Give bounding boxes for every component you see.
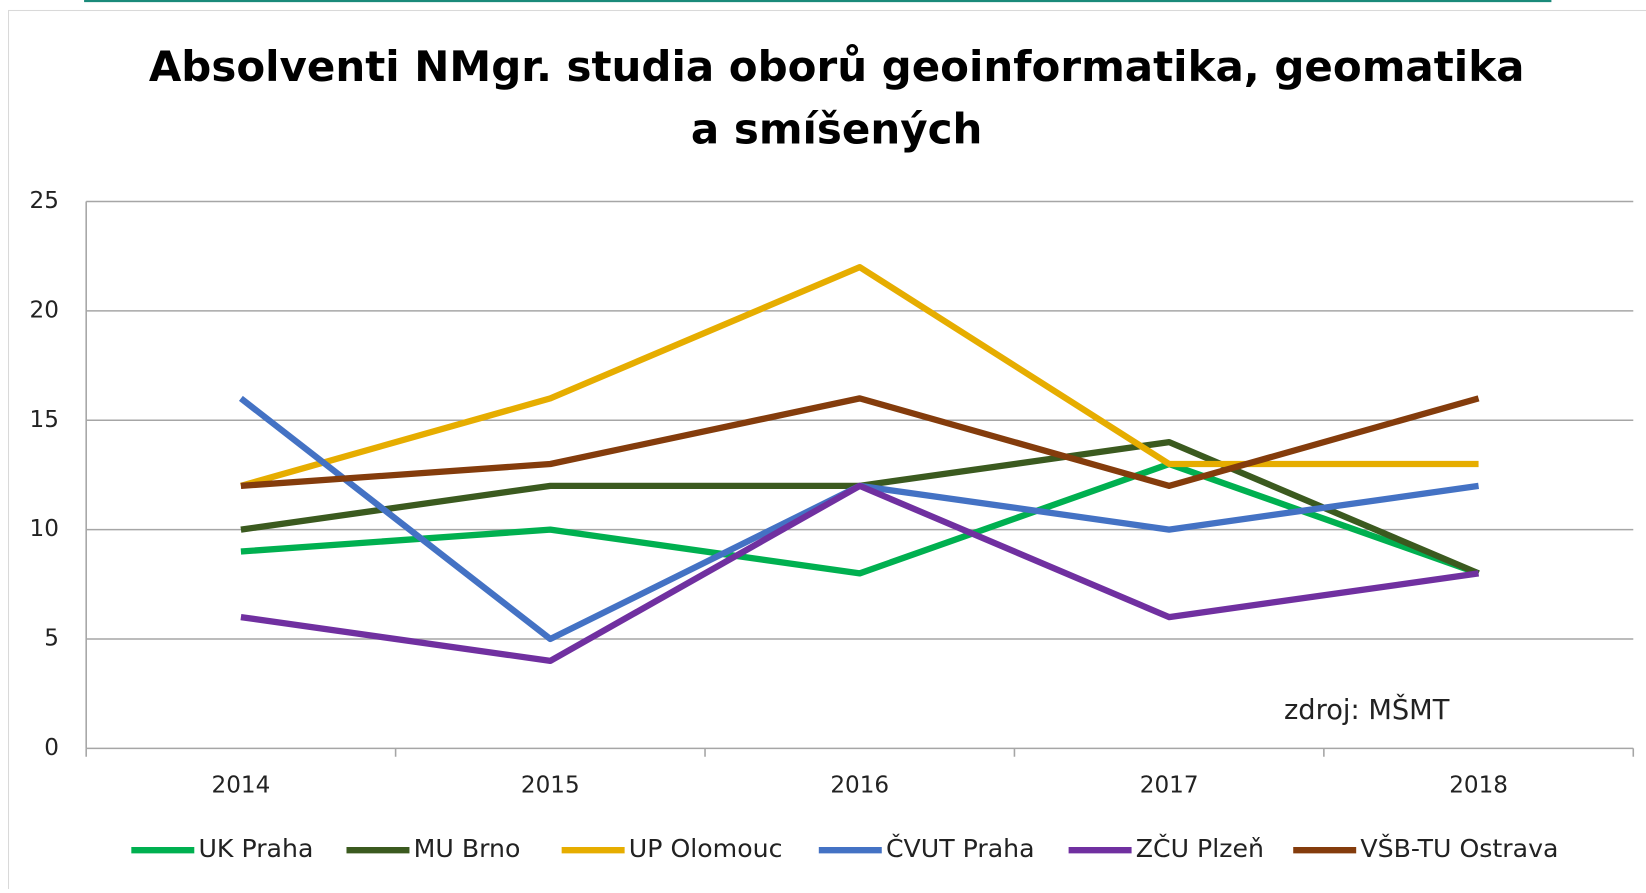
annotation: zdroj: MŠMT — [1284, 693, 1450, 726]
x-tick-label: 2017 — [1140, 773, 1199, 799]
series-line — [240, 460, 1480, 577]
y-tick-label: 15 — [30, 407, 59, 433]
x-tick-label: 2016 — [830, 773, 889, 799]
series-line — [240, 263, 1479, 489]
y-tick-label: 5 — [44, 625, 59, 651]
series-line — [240, 395, 1480, 490]
y-tick-label: 20 — [30, 297, 59, 323]
x-tick-label: 2014 — [212, 773, 271, 799]
chart-title: a smíšených — [691, 105, 982, 154]
legend-label: MU Brno — [414, 834, 521, 863]
series-line — [240, 482, 1480, 665]
chart-frame — [7, 9, 1646, 893]
legend-label: UK Praha — [198, 834, 313, 863]
chart-title: Absolventi NMgr. studia oborů geoinforma… — [149, 42, 1525, 91]
legend-label: ZČU Plzeň — [1136, 833, 1264, 863]
legend-label: UP Olomouc — [629, 834, 783, 863]
x-tick-label: 2018 — [1449, 773, 1508, 799]
y-tick-label: 10 — [30, 516, 59, 542]
y-tick-label: 0 — [44, 735, 59, 761]
y-tick-label: 25 — [30, 188, 59, 214]
legend-label: VŠB-TU Ostrava — [1360, 833, 1558, 863]
x-tick-label: 2015 — [521, 773, 580, 799]
legend-label: ČVUT Praha — [886, 833, 1035, 863]
